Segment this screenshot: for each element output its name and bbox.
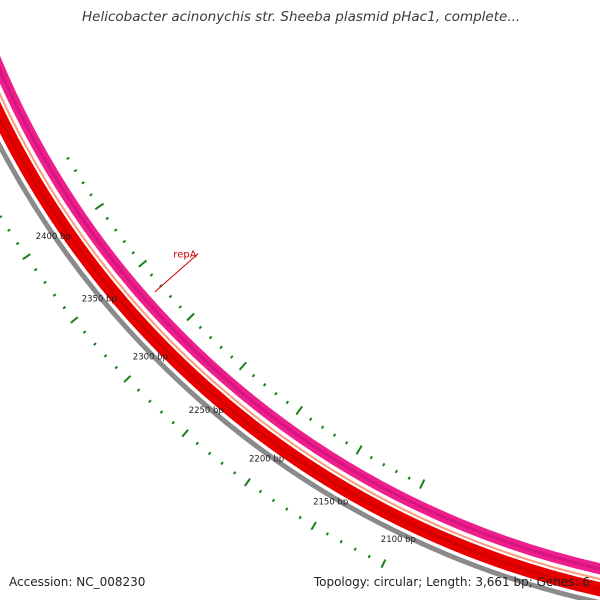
tick-mark bbox=[230, 355, 234, 359]
map-title: Helicobacter acinonychis str. Sheeba pla… bbox=[82, 9, 521, 25]
tick-mark bbox=[89, 193, 93, 197]
tick-label: 2250 bp bbox=[189, 406, 224, 416]
sequence-summary: Topology: circular; Length: 3,661 bp; Ge… bbox=[313, 575, 590, 589]
tick-mark bbox=[238, 361, 247, 371]
tick-mark bbox=[344, 441, 349, 445]
outer-tick-ring bbox=[0, 215, 387, 569]
tick-mark bbox=[22, 253, 31, 261]
tick-mark bbox=[70, 316, 79, 324]
tick-mark bbox=[103, 354, 108, 358]
tick-mark bbox=[171, 420, 175, 425]
tick-mark bbox=[123, 375, 132, 383]
tick-label: 2100 bp bbox=[381, 535, 416, 545]
tick-mark bbox=[149, 273, 154, 277]
tick-mark bbox=[136, 388, 141, 392]
tick-mark bbox=[131, 251, 135, 255]
tick-mark bbox=[310, 521, 317, 531]
accession-label: Accession: NC_008230 bbox=[9, 575, 146, 589]
tick-mark bbox=[208, 335, 213, 340]
tick-mark bbox=[15, 241, 20, 246]
tick-label: 2200 bp bbox=[249, 454, 284, 464]
tick-mark bbox=[82, 330, 87, 334]
tick-mark bbox=[33, 267, 38, 272]
tick-mark bbox=[367, 554, 371, 559]
tick-mark bbox=[198, 325, 203, 330]
tick-mark bbox=[138, 259, 148, 268]
tick-mark bbox=[181, 429, 189, 438]
tick-mark bbox=[339, 539, 343, 544]
tick-mark bbox=[0, 215, 3, 219]
tick-mark bbox=[419, 479, 426, 490]
tick-mark bbox=[178, 305, 183, 309]
tick-mark bbox=[66, 156, 70, 160]
feature-labels: repA bbox=[154, 250, 199, 293]
tick-mark bbox=[298, 515, 302, 520]
tick-mark bbox=[394, 469, 398, 474]
tick-mark bbox=[73, 168, 78, 173]
feature-label[interactable]: repA bbox=[173, 250, 196, 261]
tick-mark bbox=[52, 293, 57, 297]
tick-mark bbox=[93, 342, 97, 346]
tick-mark bbox=[274, 391, 278, 396]
tick-mark bbox=[232, 471, 237, 475]
tick-label: 2400 bp bbox=[36, 232, 71, 242]
tick-mark bbox=[262, 383, 267, 387]
tick-mark bbox=[207, 451, 212, 456]
tick-mark bbox=[62, 305, 67, 310]
tick-mark bbox=[369, 455, 373, 460]
tick-mark bbox=[94, 202, 105, 211]
tick-label: 2150 bp bbox=[313, 498, 348, 508]
tick-mark bbox=[258, 489, 263, 494]
tick-mark bbox=[285, 507, 289, 511]
tick-label: 2300 bp bbox=[133, 352, 168, 362]
tick-mark bbox=[325, 532, 329, 536]
tick-mark bbox=[295, 405, 303, 416]
tick-mark bbox=[332, 433, 337, 437]
tick-mark bbox=[114, 365, 119, 370]
tick-mark bbox=[7, 228, 11, 232]
tick-mark bbox=[195, 441, 200, 446]
tick-mark bbox=[382, 462, 386, 467]
tick-mark bbox=[105, 216, 110, 221]
tick-mark bbox=[219, 345, 223, 350]
tick-mark bbox=[380, 559, 387, 569]
tick-mark bbox=[308, 417, 313, 421]
inner-tick-ring bbox=[66, 156, 426, 490]
tick-mark bbox=[407, 476, 411, 480]
tick-label: 2350 bp bbox=[82, 294, 117, 304]
tick-mark bbox=[159, 284, 163, 288]
tick-mark bbox=[168, 294, 173, 299]
tick-mark bbox=[285, 400, 290, 405]
tick-mark bbox=[122, 239, 127, 244]
tick-mark bbox=[186, 312, 195, 322]
tick-mark bbox=[251, 373, 256, 378]
tick-labels: 2400 bp 2350 bp 2300 bp 2250 bp 2200 bp 2150 … bbox=[36, 232, 416, 545]
tick-mark bbox=[244, 478, 251, 487]
tick-mark bbox=[320, 425, 325, 430]
tick-mark bbox=[159, 410, 164, 414]
feature-leader-line bbox=[154, 253, 199, 293]
tick-mark bbox=[81, 181, 85, 185]
tick-mark bbox=[353, 547, 357, 552]
tick-mark bbox=[220, 461, 224, 466]
tick-mark bbox=[148, 399, 152, 403]
tick-mark bbox=[113, 228, 118, 232]
tick-mark bbox=[271, 498, 276, 503]
tick-mark bbox=[355, 445, 363, 455]
tick-mark bbox=[43, 280, 47, 285]
